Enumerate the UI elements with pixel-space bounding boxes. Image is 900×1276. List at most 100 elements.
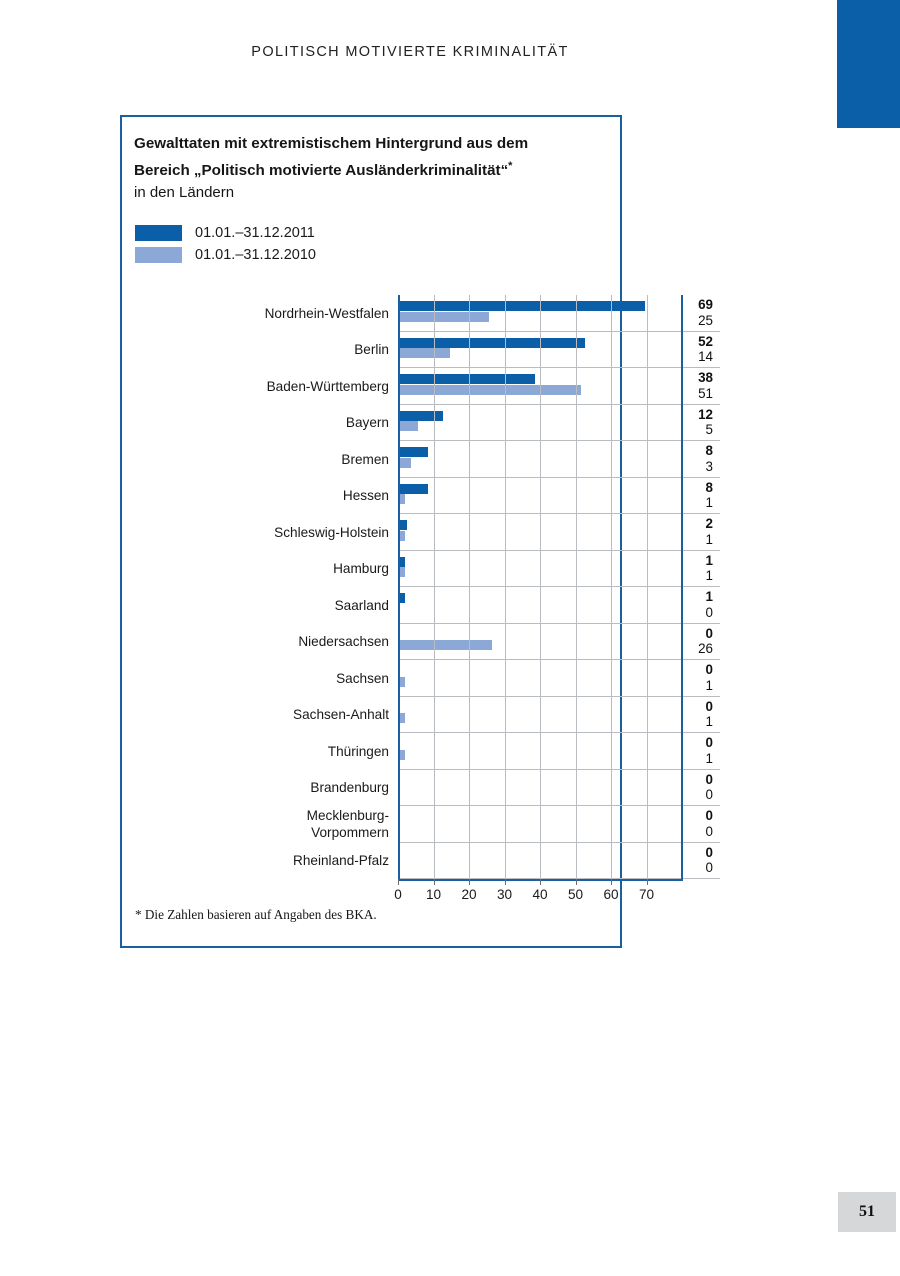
figure-title-asterisk: * xyxy=(508,160,513,172)
x-axis-tick xyxy=(540,879,541,885)
figure-title: Gewalttaten mit extremistischem Hintergr… xyxy=(134,133,604,182)
value-2010: 0 xyxy=(705,823,713,839)
category-label: Schleswig-Holstein xyxy=(132,514,398,551)
bar-group xyxy=(398,368,682,404)
value-2011: 0 xyxy=(705,808,713,823)
chart-row: Nordrhein-Westfalen 69 25 xyxy=(132,295,720,332)
value-2010: 0 xyxy=(705,604,713,620)
category-label: Berlin xyxy=(132,332,398,369)
x-axis-tick-label: 10 xyxy=(425,887,442,902)
x-axis-tick xyxy=(433,879,435,885)
category-label-line: Sachsen xyxy=(336,670,389,686)
chart-legend: 01.01.–31.12.2011 01.01.–31.12.2010 xyxy=(135,223,316,267)
category-label: Baden-Württemberg xyxy=(132,368,398,405)
category-label: Mecklenburg- Vorpommern xyxy=(132,806,398,843)
value-2010: 1 xyxy=(705,531,713,547)
figure-container: Gewalttaten mit extremistischem Hintergr… xyxy=(120,115,720,948)
value-cell: 0 26 xyxy=(682,623,720,660)
x-axis-tick-label: 50 xyxy=(567,887,584,902)
chart-row: Baden-Württemberg 38 51 xyxy=(132,368,720,405)
value-2010: 51 xyxy=(698,385,713,401)
bar-chart: Nordrhein-Westfalen 69 25 Berlin 52 14 Baden-W… xyxy=(132,295,720,902)
bar-2011 xyxy=(400,556,405,567)
category-label: Bayern xyxy=(132,405,398,442)
value-cell: 38 51 xyxy=(682,368,720,405)
chart-row: Bremen 8 3 xyxy=(132,441,720,478)
bar-2010 xyxy=(400,311,489,322)
chart-row: Hessen 8 1 xyxy=(132,477,720,514)
category-label-line: Bayern xyxy=(345,415,389,431)
bar-group xyxy=(398,478,682,514)
chart-row: Schleswig-Holstein 2 1 xyxy=(132,514,720,551)
plot-cell xyxy=(398,843,682,879)
figure-footnote: * Die Zahlen basieren auf Angaben des BK… xyxy=(135,907,377,922)
category-label-line: Baden-Württemberg xyxy=(266,378,389,394)
bar-2010 xyxy=(400,530,405,541)
legend-swatch-2011-icon xyxy=(135,225,182,241)
category-label: Thüringen xyxy=(132,733,398,770)
page-corner-tab xyxy=(837,0,900,128)
category-label-line: Hessen xyxy=(342,488,389,504)
value-2010: 14 xyxy=(698,349,713,364)
bar-2011 xyxy=(400,301,645,311)
plot-cell xyxy=(398,368,682,405)
chart-row: Thüringen 0 1 xyxy=(132,733,720,770)
category-label-line: Hamburg xyxy=(333,561,389,577)
value-2011: 0 xyxy=(705,698,713,714)
bar-2010 xyxy=(400,494,405,504)
value-2011: 8 xyxy=(705,479,713,495)
chart-rows: Nordrhein-Westfalen 69 25 Berlin 52 14 Baden-W… xyxy=(132,295,720,879)
value-2011: 0 xyxy=(705,625,713,641)
plot-cell xyxy=(398,697,682,733)
plot-cell xyxy=(398,478,682,514)
value-2010: 3 xyxy=(705,458,713,474)
plot-cell xyxy=(398,733,682,770)
value-2010: 1 xyxy=(705,677,713,693)
bar-2011 xyxy=(400,410,443,421)
bar-group xyxy=(398,441,682,477)
value-2010: 1 xyxy=(705,495,713,510)
bar-2011 xyxy=(400,593,405,603)
plot-cell xyxy=(398,660,682,697)
bar-2010 xyxy=(400,348,450,358)
bar-2011 xyxy=(400,447,429,457)
plot-cell xyxy=(398,770,682,806)
category-label-line: Berlin xyxy=(354,342,389,358)
bar-group xyxy=(398,843,682,879)
value-2010: 1 xyxy=(705,750,713,766)
category-label: Hamburg xyxy=(132,551,398,588)
plot-cell xyxy=(398,295,682,332)
bar-group xyxy=(398,551,682,587)
chart-row: Bayern 12 5 xyxy=(132,404,720,442)
bar-2010 xyxy=(400,421,418,431)
x-axis-tick xyxy=(469,879,470,885)
value-2010: 0 xyxy=(705,787,713,802)
category-label-line: Sachsen-Anhalt xyxy=(293,707,389,723)
plot-cell xyxy=(398,806,682,843)
category-label-line: Saarland xyxy=(334,597,389,613)
value-2010: 26 xyxy=(698,641,713,656)
legend-swatch-2010-icon xyxy=(135,247,182,263)
bar-group xyxy=(398,806,682,842)
legend-item-2010: 01.01.–31.12.2010 xyxy=(135,245,316,265)
x-axis-tick xyxy=(646,879,648,885)
plot-cell xyxy=(398,514,682,551)
plot-cell xyxy=(398,405,682,441)
bar-group xyxy=(398,697,682,733)
plot-cell xyxy=(398,551,682,587)
value-2011: 1 xyxy=(705,589,713,604)
category-label-line: Nordrhein-Westfalen xyxy=(264,305,389,321)
value-2011: 0 xyxy=(705,735,713,750)
chart-row: Rheinland-Pfalz 0 0 xyxy=(132,842,720,879)
category-label: Sachsen-Anhalt xyxy=(132,697,398,734)
category-label-line: Schleswig-Holstein xyxy=(274,524,389,540)
bar-group xyxy=(398,332,682,368)
category-label-line: Niedersachsen xyxy=(298,634,389,650)
value-2011: 0 xyxy=(705,844,713,860)
